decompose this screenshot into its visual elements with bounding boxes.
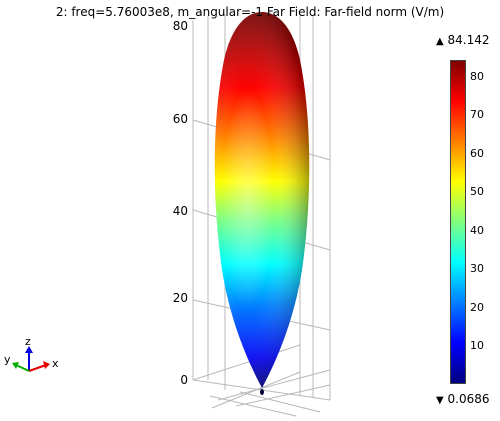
triad-y-label: y (4, 353, 11, 366)
triad-z-arrow (25, 346, 33, 353)
colorbar (450, 60, 466, 384)
y-tick-60: 60 (172, 112, 188, 126)
min-triangle-icon: ▼ (436, 395, 444, 406)
colorbar-tick-20: 20 (470, 301, 484, 314)
y-tick-80: 80 (172, 19, 188, 33)
colorbar-max-label: ▲ 84.142 (436, 33, 490, 47)
colorbar-tick-30: 30 (470, 262, 484, 275)
colorbar-min-label: ▼ 0.0686 (436, 392, 490, 406)
plot-title: 2: freq=5.76003e8, m_angular=-1 Far Fiel… (55, 5, 445, 19)
radiation-lobe (214, 12, 310, 395)
triad-x-label: x (52, 357, 59, 370)
axis-triad-icon: z x y (4, 336, 59, 372)
triad-z-label: z (25, 336, 31, 348)
max-triangle-icon: ▲ (436, 36, 444, 47)
colorbar-tick-80: 80 (470, 70, 484, 83)
colorbar-tick-50: 50 (470, 185, 484, 198)
colorbar-max-value: 84.142 (447, 33, 490, 47)
triad-x-arrow (43, 361, 50, 369)
colorbar-min-value: 0.0686 (447, 392, 490, 406)
triad-y-arrow (12, 362, 19, 369)
y-tick-0: 0 (180, 373, 188, 387)
y-tick-40: 40 (172, 204, 188, 218)
colorbar-tick-70: 70 (470, 108, 484, 121)
colorbar-tick-10: 10 (470, 339, 484, 352)
triad-x-axis (28, 364, 47, 372)
triad-y-axis (15, 364, 30, 372)
colorbar-tick-40: 40 (470, 224, 484, 237)
colorbar-tick-60: 60 (470, 147, 484, 160)
y-tick-20: 20 (172, 291, 188, 305)
